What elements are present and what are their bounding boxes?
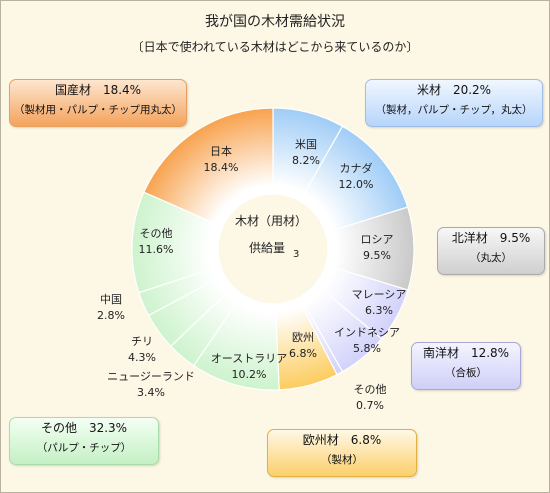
slice-value-label: 3.4% [137, 386, 165, 399]
callout-other-detail: （パルプ・チップ） [36, 442, 132, 454]
slice-label: チリ [131, 335, 153, 348]
callout-north: 北洋材 9.5% （丸太） [437, 227, 545, 275]
callout-other: その他 32.3% （パルプ・チップ） [9, 417, 159, 465]
callout-us-title: 米材 20.2% [416, 83, 492, 97]
center-label-line2: 供給量 [249, 241, 285, 255]
slice-value-label: 8.2% [292, 154, 320, 167]
center-label-line1: 木材（用材） [235, 214, 307, 228]
slice-label: 日本 [210, 144, 232, 158]
slice-value-label: 6.3% [365, 304, 393, 317]
pie-slice [143, 107, 274, 228]
slice-label: ニュージーランド [107, 370, 195, 383]
slice-value-label: 12.0% [339, 178, 374, 191]
chart-subtitle: 〔日本で使われている木材はどこから来ているのか〕 [131, 40, 419, 54]
slice-label-group: 米国 8.2% カナダ 12.0% ロシア 9.5% マレーシア 6.3% インドネシア 5.8%… [97, 138, 406, 412]
slice-value-label: 2.8% [97, 309, 125, 322]
callout-north-detail: （丸太） [470, 252, 512, 264]
slice-value-label: 6.8% [289, 347, 317, 360]
callout-us: 米材 20.2% （製材，パルプ・チップ，丸太） [365, 79, 543, 127]
slice-label: オーストラリア [211, 352, 287, 365]
slice-label: ロシア [361, 233, 394, 246]
callout-europe-detail: （製材） [321, 454, 363, 466]
callout-europe: 欧州材 6.8% （製材） [267, 429, 417, 477]
callout-domestic-title: 国産材 18.4% [54, 83, 142, 97]
slice-value-label: 18.4% [204, 161, 239, 174]
slice-label: その他 [140, 227, 173, 240]
slice-value-label: 5.8% [353, 342, 381, 355]
callout-south-title: 南洋材 12.8% [422, 346, 510, 360]
callout-north-title: 北洋材 9.5% [451, 231, 531, 245]
slice-value-label: 0.7% [356, 399, 384, 412]
slice-value-label: 9.5% [363, 249, 391, 262]
slice-value-label: 10.2% [232, 368, 267, 381]
callout-south-detail: （合板） [445, 367, 487, 379]
slice-label: その他 [354, 383, 387, 396]
slice-label: カナダ [340, 161, 373, 175]
chart-title: 我が国の木材需給状況 [205, 14, 345, 30]
callout-europe-title: 欧州材 6.8% [302, 433, 382, 447]
center-label: 木材（用材） 供給量 3 [235, 214, 307, 260]
slice-label: マレーシア [352, 288, 407, 301]
slice-value-label: 4.3% [128, 351, 156, 364]
slice-label: 中国 [100, 293, 122, 306]
callout-other-title: その他 32.3% [40, 421, 128, 435]
slice-label: 欧州 [292, 331, 314, 344]
slice-label: 米国 [295, 138, 317, 151]
callout-domestic: 国産材 18.4% （製材用・パルプ・チップ用丸太） [9, 79, 187, 127]
callout-south: 南洋材 12.8% （合板） [411, 342, 521, 390]
callout-domestic-detail: （製材用・パルプ・チップ用丸太） [14, 104, 182, 116]
callout-us-detail: （製材，パルプ・チップ，丸太） [375, 104, 533, 116]
slice-value-label: 11.6% [139, 243, 174, 256]
slice-group [131, 107, 415, 391]
center-label-superscript: 3 [293, 249, 299, 260]
slice-label: インドネシア [334, 326, 400, 339]
